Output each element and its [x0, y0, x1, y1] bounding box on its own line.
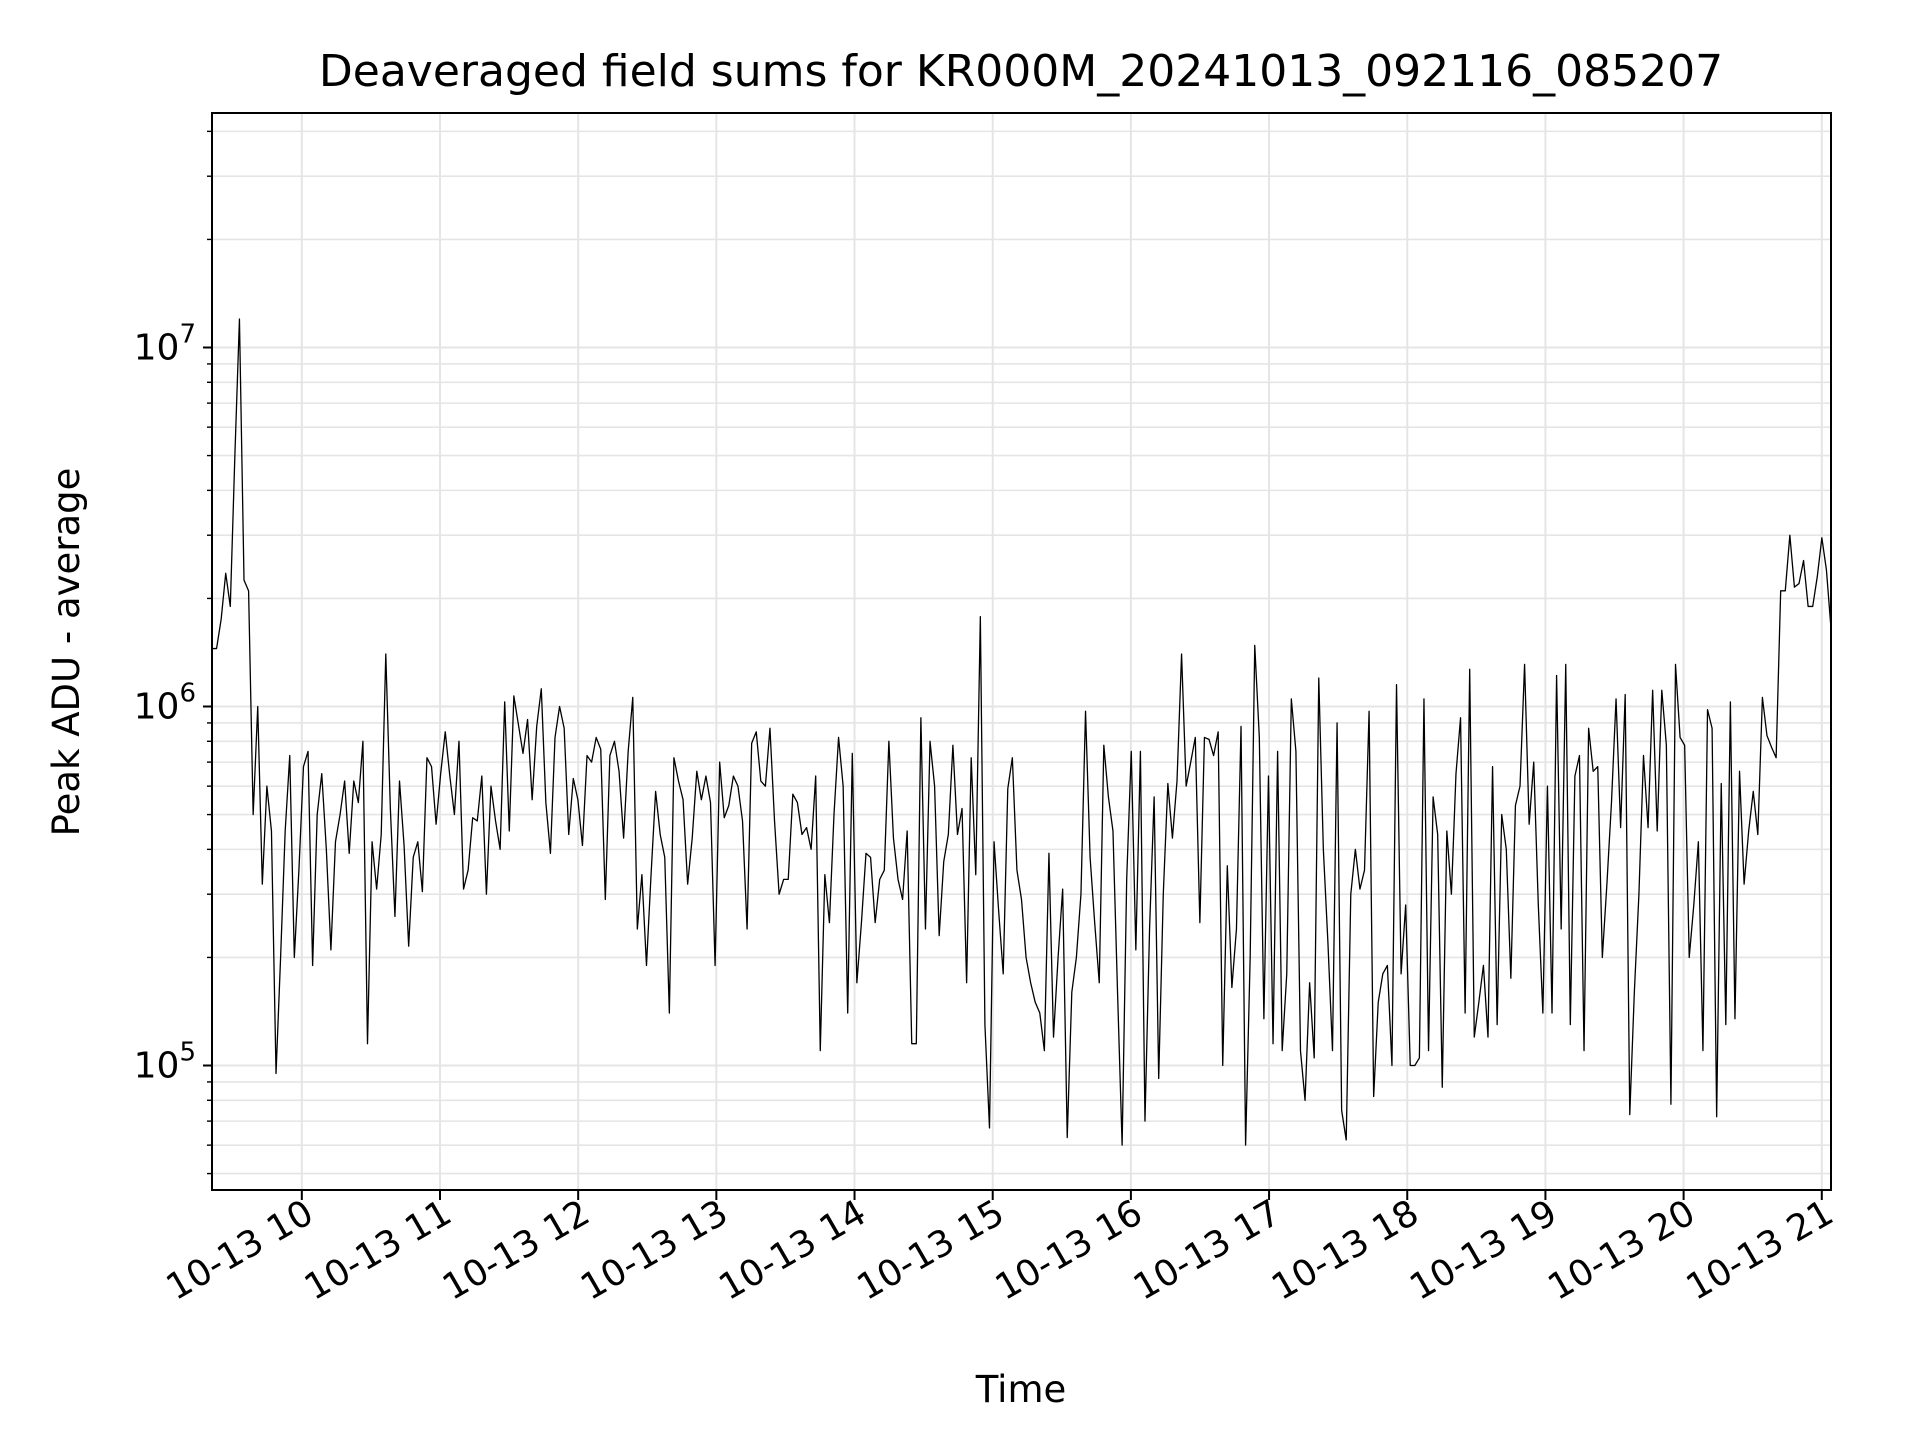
x-axis-label: Time	[975, 1368, 1067, 1411]
y-axis-label: Peak ADU - average	[45, 468, 88, 837]
plot-frame	[211, 112, 1832, 1191]
series-line	[212, 318, 1832, 1146]
y-tick-label: 107	[134, 320, 196, 369]
y-tick-labels: 105 106 107	[134, 320, 196, 1087]
y-tick-label: 106	[134, 679, 196, 728]
grid	[212, 113, 1831, 1190]
y-tick-label: 105	[134, 1038, 196, 1087]
chart-title: Deaveraged field sums for KR000M_2024101…	[319, 46, 1723, 97]
axis-ticks	[203, 130, 1823, 1200]
